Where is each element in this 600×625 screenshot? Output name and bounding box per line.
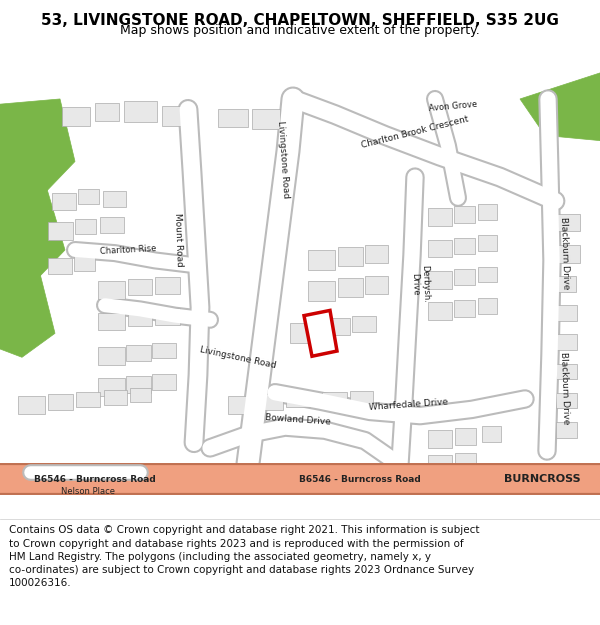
Bar <box>48 258 72 274</box>
Bar <box>478 204 497 220</box>
Bar <box>98 281 125 299</box>
Text: Livingstone Road: Livingstone Road <box>276 120 290 199</box>
Bar <box>155 308 180 325</box>
Bar <box>338 278 363 297</box>
Bar <box>48 222 73 239</box>
Text: B6546 - Burncross Road: B6546 - Burncross Road <box>34 474 156 484</box>
Text: Blackburn Drive: Blackburn Drive <box>559 352 571 425</box>
Bar <box>98 312 125 330</box>
Bar <box>556 422 577 437</box>
Bar <box>76 392 100 408</box>
Bar <box>556 276 576 292</box>
Bar <box>75 219 96 234</box>
Bar <box>162 106 188 126</box>
Bar <box>338 247 363 266</box>
Bar <box>124 101 157 122</box>
Bar <box>103 191 126 208</box>
Text: Bowland Drive: Bowland Drive <box>265 413 331 427</box>
Bar <box>18 396 45 414</box>
Bar <box>428 239 452 258</box>
Bar <box>454 300 475 317</box>
Text: Derbysh.
Drive: Derbysh. Drive <box>410 265 430 304</box>
Text: Mount Road: Mount Road <box>173 213 184 267</box>
Bar <box>48 394 73 411</box>
Bar <box>556 364 577 379</box>
Bar <box>62 107 90 126</box>
Bar <box>482 426 501 442</box>
Bar <box>98 347 125 364</box>
Bar <box>556 245 580 262</box>
Text: Contains OS data © Crown copyright and database right 2021. This information is : Contains OS data © Crown copyright and d… <box>9 526 479 588</box>
Bar <box>455 428 476 445</box>
Bar <box>128 279 152 295</box>
Bar <box>352 316 376 332</box>
Bar <box>130 388 151 402</box>
Polygon shape <box>0 182 65 281</box>
Bar <box>155 277 180 294</box>
Polygon shape <box>520 73 600 141</box>
Bar <box>428 430 452 448</box>
Bar <box>152 342 176 358</box>
Bar <box>152 374 176 389</box>
Bar <box>428 302 452 320</box>
Bar <box>308 281 335 301</box>
Bar <box>428 208 452 226</box>
Bar <box>556 305 577 321</box>
Bar <box>78 189 99 204</box>
Bar <box>365 245 388 262</box>
Text: Blackburn Drive: Blackburn Drive <box>559 217 571 289</box>
Bar <box>308 250 335 270</box>
Bar <box>478 298 497 314</box>
Bar <box>556 214 580 231</box>
Polygon shape <box>0 99 75 198</box>
Bar <box>350 391 373 406</box>
Bar <box>228 396 255 414</box>
Text: Charlton Brook Crescent: Charlton Brook Crescent <box>361 114 470 150</box>
Bar <box>126 345 151 361</box>
Bar <box>290 323 318 342</box>
Bar <box>428 455 452 470</box>
Bar <box>556 392 577 408</box>
Bar <box>98 378 125 396</box>
Text: Nelson Place: Nelson Place <box>61 487 115 496</box>
Text: Wharfedale Drive: Wharfedale Drive <box>368 398 448 412</box>
Bar <box>104 389 127 405</box>
Bar <box>428 271 452 289</box>
Bar <box>365 276 388 294</box>
Text: Charlton Rise: Charlton Rise <box>100 244 157 256</box>
Text: B6546 - Burncross Road: B6546 - Burncross Road <box>299 474 421 484</box>
Bar <box>100 217 124 233</box>
Bar <box>218 109 248 127</box>
Bar <box>52 192 76 211</box>
Bar <box>258 394 283 411</box>
Polygon shape <box>0 266 55 358</box>
Bar <box>454 206 475 223</box>
Bar <box>454 269 475 286</box>
Bar <box>455 453 476 467</box>
Bar <box>324 318 350 336</box>
Bar <box>252 109 280 129</box>
Text: Avon Grove: Avon Grove <box>428 99 478 113</box>
Text: BURNCROSS: BURNCROSS <box>503 474 580 484</box>
Bar <box>74 256 95 271</box>
Polygon shape <box>304 311 337 356</box>
Bar <box>478 267 497 282</box>
Bar <box>556 334 577 350</box>
Bar <box>128 311 152 326</box>
Bar <box>126 376 151 392</box>
Bar <box>95 103 119 121</box>
Bar <box>454 238 475 254</box>
Text: 53, LIVINGSTONE ROAD, CHAPELTOWN, SHEFFIELD, S35 2UG: 53, LIVINGSTONE ROAD, CHAPELTOWN, SHEFFI… <box>41 13 559 28</box>
Text: Livingstone Road: Livingstone Road <box>199 345 277 370</box>
Bar <box>322 392 347 408</box>
Bar <box>286 392 310 408</box>
Text: Map shows position and indicative extent of the property.: Map shows position and indicative extent… <box>120 24 480 36</box>
Bar <box>478 236 497 251</box>
